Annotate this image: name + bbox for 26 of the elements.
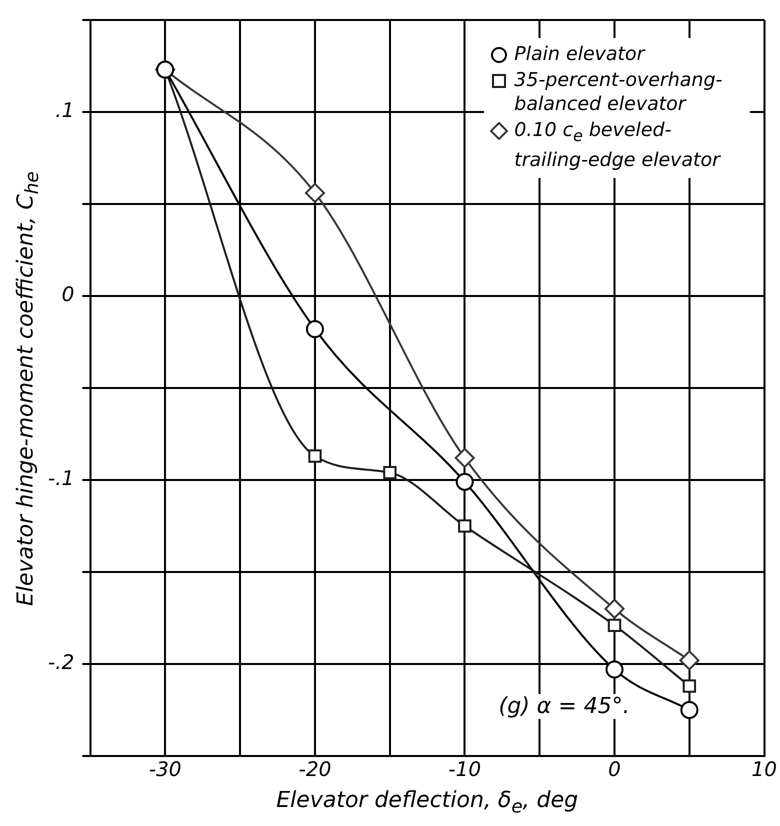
- point: [608, 618, 622, 632]
- x-axis-title: Elevator deflection, δ$_{e}$, deg: [276, 788, 578, 818]
- y-tick-label: .1: [55, 98, 74, 122]
- x-tick-label: -10: [448, 757, 482, 782]
- point: [606, 660, 624, 679]
- y-tick-label: -.2: [48, 650, 74, 674]
- point: [308, 449, 322, 463]
- point: [304, 182, 325, 203]
- x-tick-label: -20: [298, 757, 332, 782]
- point: [383, 466, 396, 480]
- y-tick-label: 0: [62, 282, 74, 306]
- point: [456, 472, 474, 491]
- point: [306, 320, 324, 338]
- point: [682, 679, 696, 693]
- legend-label: Plain elevator: [514, 42, 646, 66]
- y-tick-label: -.1: [48, 466, 74, 490]
- point: [679, 650, 700, 670]
- point: [604, 598, 625, 619]
- x-tick-label: 10: [752, 757, 777, 782]
- x-tick-label: -30: [148, 757, 182, 782]
- x-tick-label: 0: [608, 757, 621, 782]
- point: [680, 701, 698, 719]
- point: [458, 519, 472, 533]
- legend-label: 0.10 c$_{e}$ beveled-trailing-edge elevator: [514, 118, 722, 172]
- point: [454, 448, 475, 468]
- annotation: (g) α = 45°.: [494, 694, 634, 719]
